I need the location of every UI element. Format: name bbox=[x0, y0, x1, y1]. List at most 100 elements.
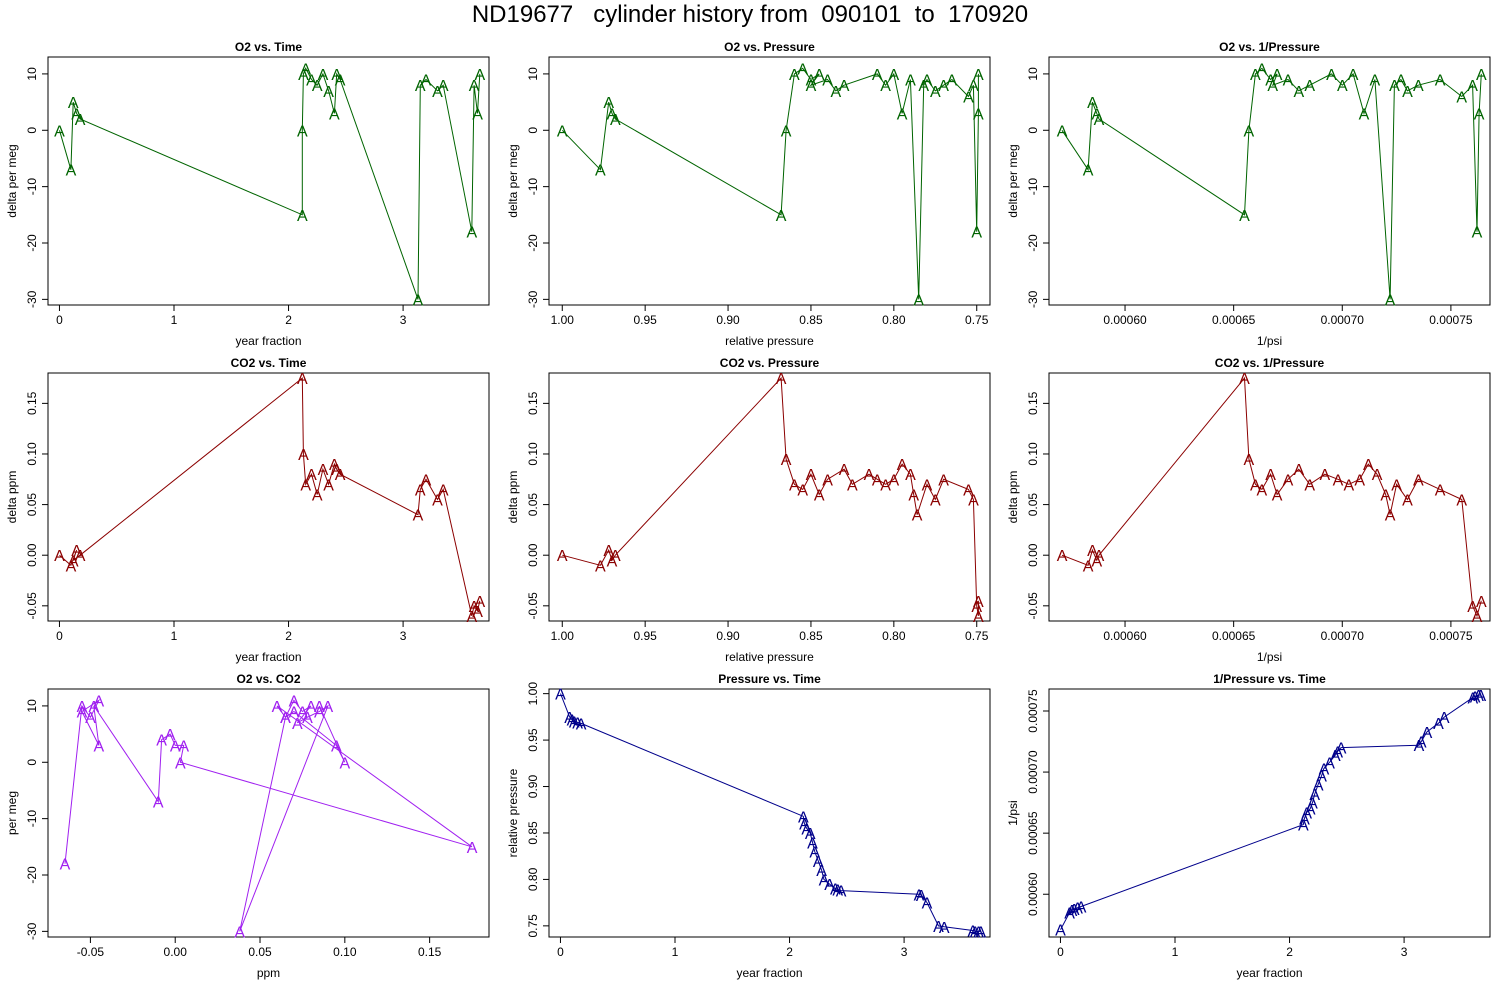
y-tick-label: 0.05 bbox=[1026, 493, 1040, 517]
data-point: A bbox=[824, 877, 835, 894]
y-tick-label: -30 bbox=[25, 922, 39, 940]
y-axis-label: per meg bbox=[5, 791, 19, 835]
data-point: A bbox=[1354, 472, 1365, 489]
data-point: A bbox=[913, 292, 924, 309]
data-point: A bbox=[85, 710, 96, 727]
chart-panel: 1/Pressure vs. Time year fraction 1/psi 0 1 2… bbox=[1006, 672, 1491, 980]
data-point: A bbox=[280, 710, 291, 727]
data-point: A bbox=[889, 67, 900, 84]
y-tick-label: 0.00 bbox=[1026, 543, 1040, 567]
data-point: A bbox=[289, 693, 300, 710]
series-line bbox=[561, 67, 979, 300]
data-point: A bbox=[1072, 901, 1083, 918]
x-tick-label: 1 bbox=[1172, 945, 1179, 959]
data-point: A bbox=[1472, 225, 1483, 242]
data-point: A bbox=[472, 604, 483, 621]
data-point: A bbox=[1476, 594, 1487, 611]
data-point: A bbox=[1473, 688, 1484, 705]
data-point: A bbox=[469, 78, 480, 95]
data-point: A bbox=[1257, 482, 1268, 499]
data-point: A bbox=[813, 854, 824, 871]
x-tick-label: 0.90 bbox=[716, 629, 740, 643]
data-point: A bbox=[922, 73, 933, 90]
x-tick-label: 3 bbox=[901, 945, 908, 959]
data-point: A bbox=[872, 67, 883, 84]
data-point: A bbox=[71, 543, 82, 560]
data-point: A bbox=[603, 543, 614, 560]
data-point: A bbox=[968, 493, 979, 510]
y-tick-label: -30 bbox=[1026, 290, 1040, 308]
plot-frame bbox=[1048, 372, 1491, 622]
y-tick-label: 0.05 bbox=[526, 493, 540, 517]
data-point: A bbox=[306, 467, 317, 484]
data-point: A bbox=[1057, 123, 1068, 140]
data-point: A bbox=[1326, 67, 1337, 84]
data-point: A bbox=[297, 208, 308, 225]
data-point: A bbox=[1402, 84, 1413, 101]
data-point: A bbox=[1467, 78, 1478, 95]
chart-panel: O2 vs. Time year fraction delta per meg 0 1 2… bbox=[5, 40, 490, 348]
data-point: A bbox=[75, 548, 86, 565]
data-point: A bbox=[595, 163, 606, 180]
data-point: A bbox=[466, 609, 477, 626]
data-point: A bbox=[1083, 163, 1094, 180]
plot-frame bbox=[1048, 688, 1491, 938]
y-tick-label: 0.80 bbox=[526, 867, 540, 891]
data-point: A bbox=[595, 558, 606, 575]
data-point: A bbox=[914, 887, 925, 904]
chart-panel: O2 vs. 1/Pressure 1/psi delta per meg 0.000… bbox=[1006, 40, 1491, 348]
data-point: A bbox=[1076, 899, 1087, 916]
data-point: A bbox=[1316, 769, 1327, 786]
data-point: A bbox=[922, 477, 933, 494]
x-tick-label: 1.00 bbox=[551, 629, 575, 643]
data-point: A bbox=[555, 687, 566, 704]
data-point: A bbox=[1337, 78, 1348, 95]
data-point: A bbox=[822, 73, 833, 90]
x-tick-label: 0.00065 bbox=[1212, 629, 1256, 643]
y-tick-label: 0 bbox=[25, 127, 39, 134]
data-point: A bbox=[1307, 796, 1318, 813]
data-point: A bbox=[789, 477, 800, 494]
data-point: A bbox=[973, 106, 984, 123]
data-point: A bbox=[970, 924, 981, 941]
data-point: A bbox=[1402, 493, 1413, 510]
data-point: A bbox=[564, 710, 575, 727]
data-point: A bbox=[1439, 710, 1450, 727]
data-point: A bbox=[897, 457, 908, 474]
y-tick-label: 0 bbox=[1026, 127, 1040, 134]
data-point: A bbox=[1470, 689, 1481, 706]
data-point: A bbox=[335, 467, 346, 484]
data-point: A bbox=[306, 73, 317, 90]
data-point: A bbox=[438, 78, 449, 95]
y-tick-label: 0.15 bbox=[1026, 391, 1040, 415]
chart-title: 1/Pressure vs. Time bbox=[1213, 672, 1326, 686]
data-point: A bbox=[421, 472, 432, 489]
data-point: A bbox=[298, 447, 309, 464]
data-point: A bbox=[314, 705, 325, 722]
data-point: A bbox=[300, 61, 311, 78]
data-point: A bbox=[933, 919, 944, 936]
data-point: A bbox=[610, 112, 621, 129]
y-tick-label: 0.00070 bbox=[1026, 750, 1040, 794]
data-point: A bbox=[297, 123, 308, 140]
data-point: A bbox=[1304, 477, 1315, 494]
x-tick-label: 1 bbox=[171, 313, 178, 327]
x-tick-label: 0.10 bbox=[333, 945, 357, 959]
y-tick-label: 10 bbox=[25, 67, 39, 81]
series-line bbox=[562, 376, 979, 616]
data-point: A bbox=[880, 477, 891, 494]
data-point: A bbox=[175, 755, 186, 772]
data-point: A bbox=[1250, 477, 1261, 494]
data-point: A bbox=[1435, 73, 1446, 90]
data-point: A bbox=[569, 715, 580, 732]
data-point: A bbox=[331, 738, 342, 755]
data-point: A bbox=[300, 477, 311, 494]
data-point: A bbox=[1250, 67, 1261, 84]
chart-title: CO2 vs. 1/Pressure bbox=[1215, 356, 1325, 370]
series-line bbox=[560, 693, 981, 932]
data-point: A bbox=[1391, 477, 1402, 494]
y-tick-label: -0.05 bbox=[25, 592, 39, 620]
data-point: A bbox=[607, 106, 618, 123]
y-tick-label: 0.85 bbox=[526, 821, 540, 845]
y-tick-label: -0.05 bbox=[1026, 592, 1040, 620]
